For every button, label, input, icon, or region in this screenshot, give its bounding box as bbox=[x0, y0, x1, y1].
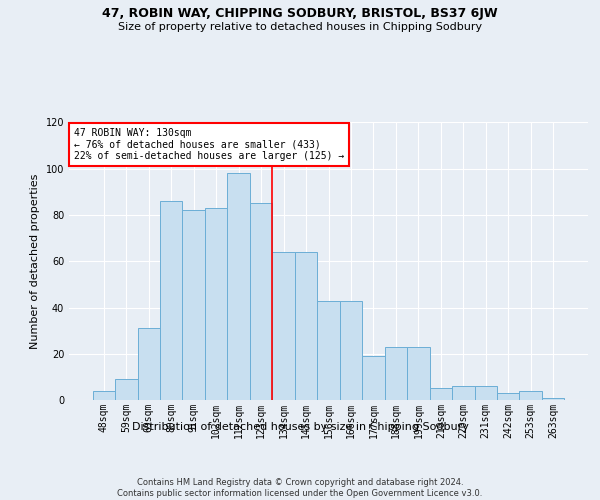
Bar bbox=[407, 347, 430, 400]
Y-axis label: Number of detached properties: Number of detached properties bbox=[30, 174, 40, 349]
Bar bbox=[430, 388, 452, 400]
Bar bbox=[497, 393, 520, 400]
Bar bbox=[340, 300, 362, 400]
Bar bbox=[475, 386, 497, 400]
Text: 47 ROBIN WAY: 130sqm
← 76% of detached houses are smaller (433)
22% of semi-deta: 47 ROBIN WAY: 130sqm ← 76% of detached h… bbox=[74, 128, 344, 161]
Bar bbox=[115, 379, 137, 400]
Bar bbox=[92, 391, 115, 400]
Bar bbox=[182, 210, 205, 400]
Text: Size of property relative to detached houses in Chipping Sodbury: Size of property relative to detached ho… bbox=[118, 22, 482, 32]
Text: Contains HM Land Registry data © Crown copyright and database right 2024.
Contai: Contains HM Land Registry data © Crown c… bbox=[118, 478, 482, 498]
Bar bbox=[317, 300, 340, 400]
Text: 47, ROBIN WAY, CHIPPING SODBURY, BRISTOL, BS37 6JW: 47, ROBIN WAY, CHIPPING SODBURY, BRISTOL… bbox=[102, 8, 498, 20]
Bar bbox=[250, 204, 272, 400]
Bar bbox=[205, 208, 227, 400]
Bar bbox=[137, 328, 160, 400]
Bar bbox=[362, 356, 385, 400]
Bar bbox=[227, 174, 250, 400]
Bar bbox=[520, 391, 542, 400]
Bar bbox=[160, 201, 182, 400]
Bar bbox=[452, 386, 475, 400]
Bar bbox=[295, 252, 317, 400]
Bar bbox=[272, 252, 295, 400]
Bar bbox=[385, 347, 407, 400]
Text: Distribution of detached houses by size in Chipping Sodbury: Distribution of detached houses by size … bbox=[131, 422, 469, 432]
Bar bbox=[542, 398, 565, 400]
